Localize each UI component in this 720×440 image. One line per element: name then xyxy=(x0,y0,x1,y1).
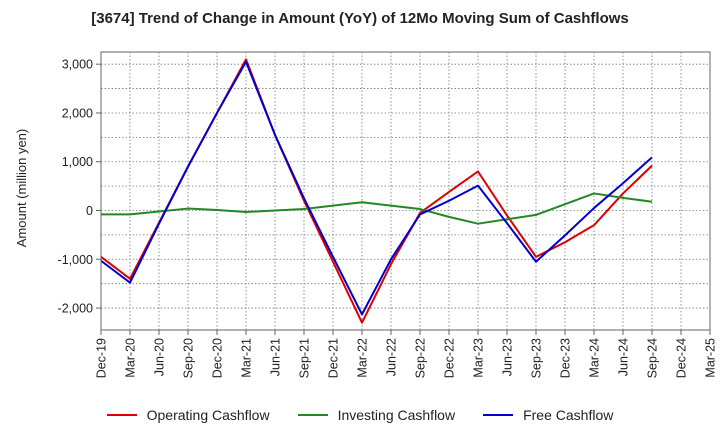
x-tick-label: Jun-23 xyxy=(501,338,515,376)
series-layer xyxy=(100,58,653,324)
x-tick-label: Mar-24 xyxy=(588,338,602,378)
legend-item-investing-cashflow: Investing Cashflow xyxy=(297,407,456,423)
series-line-operating-cashflow xyxy=(100,58,653,324)
x-tick-label: Mar-23 xyxy=(472,338,486,378)
series-line-investing-cashflow xyxy=(101,192,653,225)
chart-title: [3674] Trend of Change in Amount (YoY) o… xyxy=(91,10,629,27)
legend-label-investing: Investing Cashflow xyxy=(337,407,456,423)
x-tick-label: Dec-23 xyxy=(559,338,573,378)
y-tick-label: 1,000 xyxy=(62,155,93,169)
x-tick-label: Mar-22 xyxy=(356,338,370,378)
x-tick-label: Jun-22 xyxy=(385,338,399,376)
y-tick-label: 3,000 xyxy=(62,58,93,72)
series-line-free-cashflow xyxy=(100,60,653,316)
x-tick-label: Dec-21 xyxy=(327,338,341,378)
x-tick-label: Sep-20 xyxy=(182,338,196,378)
x-tick-label: Dec-24 xyxy=(675,338,689,378)
x-tick-label: Jun-24 xyxy=(617,338,631,376)
x-tick-label: Sep-24 xyxy=(646,338,660,378)
legend: Operating Cashflow Investing Cashflow Fr… xyxy=(0,398,720,432)
legend-label-operating: Operating Cashflow xyxy=(146,407,270,423)
y-tick-label: -1,000 xyxy=(58,253,93,267)
x-tick-label: Dec-19 xyxy=(95,338,109,378)
y-tick-label: 0 xyxy=(86,204,93,218)
axis-layer: 3,000 2,000 1,000 0 -1,000 -2,000 Dec-19 Mar-20… xyxy=(58,51,718,378)
plot-frame xyxy=(100,51,711,331)
y-tick-label: 2,000 xyxy=(62,106,93,120)
x-tick-label: Sep-21 xyxy=(298,338,312,378)
x-tick-label: Jun-21 xyxy=(269,338,283,376)
x-tick-label: Mar-25 xyxy=(704,338,718,378)
x-tick-label: Jun-20 xyxy=(153,338,167,376)
legend-item-free-cashflow: Free Cashflow xyxy=(483,407,613,423)
legend-swatch-free xyxy=(483,414,514,416)
y-tick-label: -2,000 xyxy=(58,302,93,316)
legend-label-free: Free Cashflow xyxy=(523,407,614,423)
x-tick-label: Mar-21 xyxy=(240,338,254,378)
legend-swatch-operating xyxy=(106,414,137,416)
x-tick-label: Mar-20 xyxy=(124,338,138,378)
x-tick-label: Sep-23 xyxy=(530,338,544,378)
legend-swatch-investing xyxy=(297,414,328,416)
legend-item-operating-cashflow: Operating Cashflow xyxy=(106,407,270,423)
x-tick-label: Dec-22 xyxy=(443,338,457,378)
x-tick-label: Sep-22 xyxy=(414,338,428,378)
grid-layer xyxy=(101,52,710,330)
x-tick-label: Dec-20 xyxy=(211,338,225,378)
